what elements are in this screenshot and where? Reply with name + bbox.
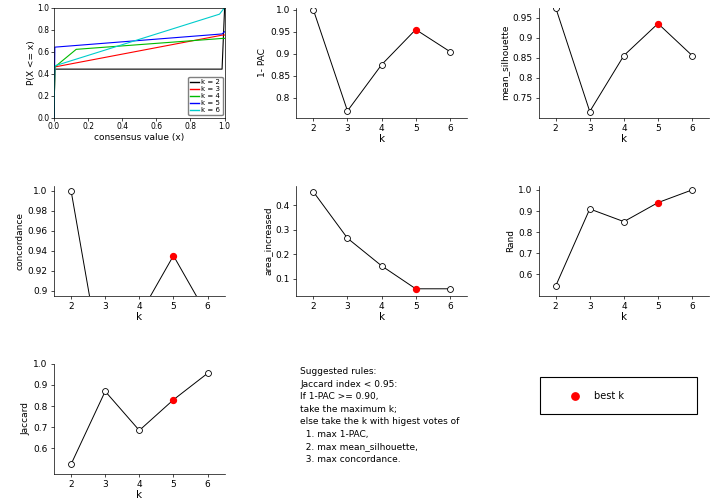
Text: best k: best k bbox=[593, 391, 624, 401]
Point bbox=[66, 460, 77, 468]
X-axis label: k: k bbox=[136, 312, 143, 322]
Y-axis label: mean_silhouette: mean_silhouette bbox=[500, 25, 510, 100]
X-axis label: k: k bbox=[621, 134, 627, 144]
Point bbox=[168, 396, 179, 404]
Text: Suggested rules:
Jaccard index < 0.95:
If 1-PAC >= 0.90,
take the maximum k;
els: Suggested rules: Jaccard index < 0.95: I… bbox=[300, 367, 460, 464]
Point bbox=[652, 199, 664, 207]
Point bbox=[570, 392, 581, 400]
Point bbox=[202, 369, 213, 377]
Point bbox=[133, 311, 145, 320]
Y-axis label: 1- PAC: 1- PAC bbox=[258, 48, 267, 77]
Point bbox=[133, 426, 145, 434]
Point bbox=[376, 262, 387, 270]
Point bbox=[342, 107, 354, 115]
Point bbox=[99, 382, 111, 390]
Y-axis label: area_increased: area_increased bbox=[264, 206, 273, 275]
X-axis label: k: k bbox=[379, 312, 384, 322]
Point bbox=[686, 186, 698, 194]
X-axis label: k: k bbox=[379, 134, 384, 144]
Point bbox=[202, 311, 213, 320]
Point bbox=[376, 60, 387, 69]
Point bbox=[99, 387, 111, 395]
Y-axis label: Jaccard: Jaccard bbox=[22, 402, 30, 435]
Point bbox=[618, 51, 630, 59]
Point bbox=[66, 186, 77, 195]
Point bbox=[550, 282, 562, 290]
X-axis label: k: k bbox=[136, 490, 143, 500]
Point bbox=[342, 234, 354, 242]
Point bbox=[584, 107, 595, 115]
Point bbox=[618, 218, 630, 226]
Point bbox=[652, 20, 664, 28]
FancyBboxPatch shape bbox=[540, 377, 697, 414]
Point bbox=[307, 6, 319, 14]
Point bbox=[444, 47, 456, 55]
Y-axis label: P(X <= x): P(X <= x) bbox=[27, 40, 35, 85]
Point bbox=[686, 51, 698, 59]
Point bbox=[550, 4, 562, 12]
Point bbox=[410, 285, 421, 293]
Legend: k = 2, k = 3, k = 4, k = 5, k = 6: k = 2, k = 3, k = 4, k = 5, k = 6 bbox=[188, 77, 222, 115]
Point bbox=[307, 188, 319, 196]
Y-axis label: Rand: Rand bbox=[506, 229, 516, 252]
Point bbox=[168, 251, 179, 260]
Point bbox=[584, 205, 595, 213]
Point bbox=[444, 285, 456, 293]
X-axis label: consensus value (x): consensus value (x) bbox=[94, 133, 184, 142]
Point bbox=[410, 26, 421, 34]
X-axis label: k: k bbox=[621, 312, 627, 322]
Y-axis label: concordance: concordance bbox=[16, 212, 25, 270]
